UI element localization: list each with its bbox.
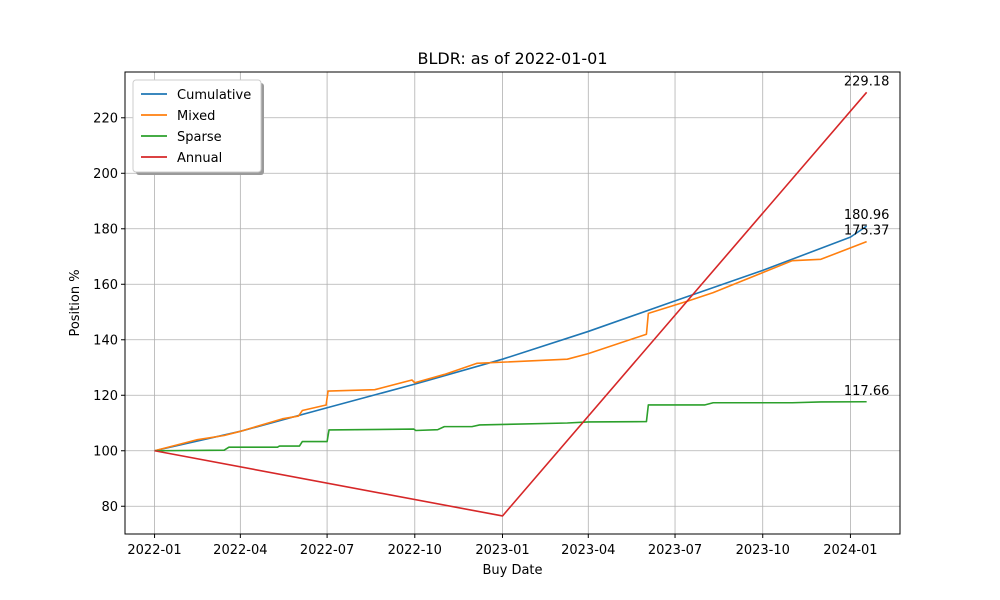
y-tick-label: 100 (93, 444, 118, 459)
grid-lines (125, 72, 900, 534)
y-axis-label: Position % (68, 269, 83, 336)
y-tick-label: 120 (93, 389, 118, 404)
y-tick-label: 160 (93, 278, 118, 293)
legend-label-cumulative: Cumulative (177, 88, 251, 103)
x-tick-label: 2022-01 (127, 543, 181, 558)
series-line-annual (154, 91, 868, 517)
x-tick-label: 2022-07 (300, 543, 354, 558)
end-label-sparse: 117.66 (844, 384, 890, 399)
y-tick-label: 140 (93, 333, 118, 348)
series-line-mixed (154, 240, 867, 452)
x-tick-label: 2022-10 (388, 543, 442, 558)
series-line-sparse (154, 400, 867, 452)
chart-title: BLDR: as of 2022-01-01 (417, 49, 607, 68)
legend-label-mixed: Mixed (177, 109, 215, 124)
x-tick-label: 2022-04 (213, 543, 267, 558)
x-tick-label: 2023-10 (736, 543, 790, 558)
y-tick-label: 220 (93, 111, 118, 126)
end-label-annual: 229.18 (844, 74, 890, 89)
y-tick-label: 200 (93, 167, 118, 182)
x-axis: 2022-01 2022-04 2022-07 2022-10 2023-01 2023-… (127, 534, 878, 558)
x-axis-label: Buy Date (482, 563, 542, 578)
x-tick-label: 2024-01 (823, 543, 877, 558)
y-tick-label: 180 (93, 222, 118, 237)
end-label-mixed: 175.37 (844, 224, 890, 239)
legend: Cumulative Mixed Sparse Annual (132, 79, 264, 175)
legend-label-sparse: Sparse (177, 130, 222, 145)
end-label-cumulative: 180.96 (844, 208, 890, 223)
x-tick-label: 2023-04 (561, 543, 615, 558)
series-line-cumulative (154, 225, 868, 452)
x-tick-label: 2023-07 (648, 543, 702, 558)
legend-box (132, 79, 262, 173)
y-axis: 80 100 120 140 160 180 200 220 (93, 111, 125, 515)
series-layer (154, 91, 868, 517)
y-tick-label: 80 (101, 500, 118, 515)
plot-frame (124, 71, 901, 535)
x-tick-label: 2023-01 (475, 543, 529, 558)
legend-label-annual: Annual (177, 151, 222, 166)
